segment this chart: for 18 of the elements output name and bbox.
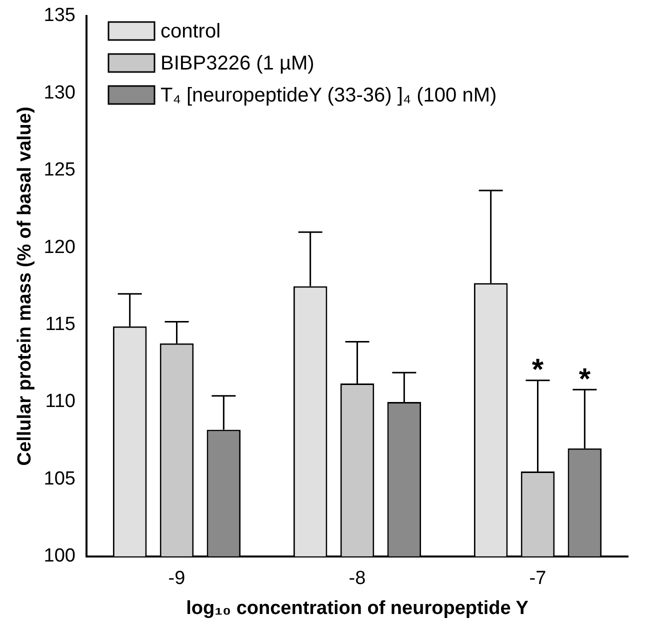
y-tick-label: 120 (44, 236, 76, 258)
x-axis-title: log₁₀ concentration of neuropeptide Y (186, 598, 529, 619)
y-tick-label: 130 (44, 82, 76, 104)
legend-label: control (160, 20, 221, 43)
y-axis-title: Cellular protein mass (% of basal value) (14, 106, 36, 466)
x-tick-label: -7 (529, 568, 546, 590)
annotation: * (578, 362, 591, 396)
x-tick-label: -8 (348, 568, 366, 590)
y-tick-label: 115 (45, 314, 76, 336)
y-tick-label: 125 (44, 160, 76, 181)
y-tick-label: 110 (45, 391, 76, 412)
y-tick-label: 135 (44, 5, 76, 26)
y-tick-label: 100 (44, 546, 76, 567)
legend-label: T₄ [neuropeptideY (33-36) ]₄ (100 nM) (160, 84, 497, 107)
annotation: * (532, 354, 544, 387)
y-tick-label: 105 (44, 468, 76, 490)
x-tick-label: -9 (168, 568, 186, 590)
legend-label: BIBP3226 (1 µM) (160, 52, 314, 75)
